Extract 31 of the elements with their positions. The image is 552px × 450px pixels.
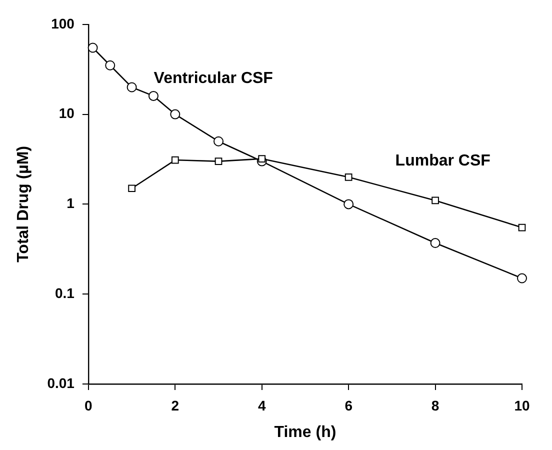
point [148,90,158,101]
x-tick-label: 2 [171,397,180,414]
y-axis-title: Total Drug (µM) [15,146,32,262]
y-tick-label: 100 [51,15,75,32]
point [214,136,224,146]
point [126,82,137,92]
y-tick-label: 10 [58,105,75,122]
y-tick-label: 1 [66,195,75,212]
y-tick-label: 0.1 [54,284,75,301]
series-label: Lumbar CSF [395,152,491,170]
point [518,224,526,232]
point [105,60,116,70]
point [128,184,136,192]
x-tick-label: 0 [84,397,93,414]
x-tick-label: 8 [431,397,440,414]
x-tick-label: 4 [258,397,266,414]
point [171,156,179,164]
x-tick-label: 6 [344,397,353,414]
point [88,42,98,53]
series-label: Ventricular CSF [154,70,274,88]
point [170,109,180,120]
point [430,238,440,248]
point [517,273,527,284]
point [258,155,266,162]
point [344,173,352,181]
y-tick-label: 0.01 [47,374,75,391]
x-axis-title: Time (h) [274,424,336,441]
point [344,199,354,210]
point [214,158,222,165]
point [432,196,439,204]
x-tick-label: 10 [514,397,530,414]
